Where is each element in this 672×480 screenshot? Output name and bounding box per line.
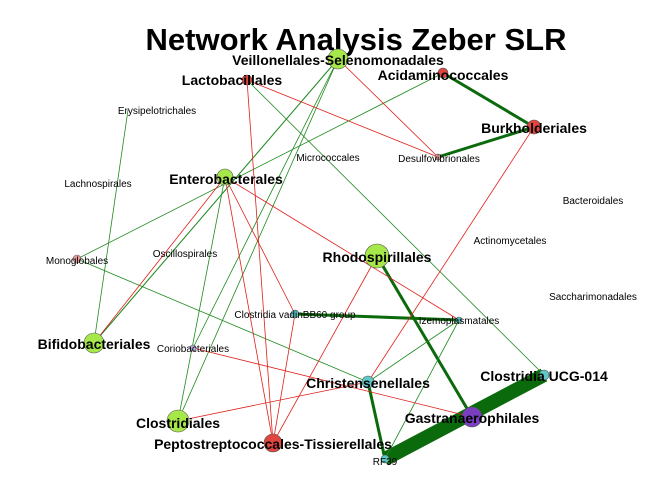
edge-lactobacillales-desulfovibrionales [246,79,439,158]
node-gastranaerophilales [461,406,483,428]
edge-clostridia_vadin-izemoplasmatales [294,312,460,322]
edge-christensenellales-burkholderiales [367,126,535,383]
graph-title: Network Analysis Zeber SLR [146,22,567,57]
edge-erysipelotrichales-bifidobacteriales [93,109,129,344]
edge-izemoplasmatales-rf39 [384,319,460,460]
node-label-lactobacillales: Lactobacillales [182,72,283,88]
node-izemoplasmatales [455,316,463,324]
edge-enterobacterales-clostridiales [177,176,226,422]
node-label-bifidobacteriales: Bifidobacteriales [38,336,151,352]
edge-clostridia_vadin-peptostreptococcales [272,313,296,444]
node-enterobacterales [216,168,234,186]
node-veillonellales [327,48,349,70]
edge-rhodospirillales-gastranaerophilales [375,255,474,418]
edge-lactobacillales-clostridia_ucg014 [246,79,545,376]
node-label-enterobacterales: Enterobacterales [169,171,283,187]
node-label-lachnospirales: Lachnospirales [64,179,131,190]
edge-enterobacterales-izemoplasmatales [224,176,460,321]
edge-veillonellales-clostridiales [177,58,339,422]
node-label-gastranaerophilales: Gastranaerophilales [405,410,540,426]
edge-enterobacterales-bifidobacteriales [93,176,226,344]
node-lactobacillales [241,74,253,86]
node-coriobacteriales [189,344,197,352]
node-bifidobacteriales [83,332,105,354]
node-label-veillonellales: Veillonellales-Selenomonadales [232,52,444,68]
node-rhodospirillales [364,243,390,269]
node-label-clostridia_ucg014: Clostridia UCG-014 [480,368,608,384]
node-label-rhodospirillales: Rhodospirillales [323,249,432,265]
edges-layer [76,58,548,466]
node-rf39 [380,454,390,464]
node-monoglobales [72,254,82,264]
edge-veillonellales-bifidobacteriales [93,58,339,344]
node-label-micrococcales: Micrococcales [296,153,359,164]
edge-acidaminococcales-monoglobales [76,72,444,260]
node-label-actinomycetales: Actinomycetales [474,236,547,247]
node-burkholderiales [526,119,542,135]
node-label-clostridiales: Clostridiales [136,415,220,431]
node-acidaminococcales [437,67,449,79]
node-label-bacteroidales: Bacteroidales [563,196,624,207]
edge-izemoplasmatales-christensenellales [367,319,460,383]
node-label-oscillospirales: Oscillospirales [153,249,217,260]
node-peptostreptococcales [263,433,283,453]
edge-monoglobales-christensenellales [76,258,369,383]
node-label-saccharimonadales: Saccharimonadales [549,292,637,303]
edge-veillonellales-coriobacteriales [192,58,339,349]
edge-enterobacterales-clostridia_vadin [224,176,296,315]
node-label-christensenellales: Christensenellales [306,375,430,391]
node-label-monoglobales: Monoglobales [46,256,108,267]
node-label-rf39: RF39 [373,457,398,468]
node-clostridia_ucg014 [538,369,550,381]
edge-christensenellales-rf39 [366,381,387,460]
node-label-acidaminococcales: Acidaminococcales [378,67,509,83]
node-label-desulfovibrionales: Desulfovibrionales [398,154,480,165]
node-christensenellales [361,375,375,389]
node-label-burkholderiales: Burkholderiales [481,120,587,136]
edge-coriobacteriales-gastranaerophilales [192,347,473,418]
node-label-coriobacteriales: Coriobacteriales [157,344,229,355]
labels-layer: Veillonellales-Selenomonadales Lactobacil… [38,52,637,468]
edge-rhodospirillales-peptostreptococcales [272,255,378,444]
node-label-clostridia_vadin: Clostridia vadinBB60 group [234,310,356,321]
node-label-erysipelotrichales: Erysipelotrichales [118,106,196,117]
node-label-peptostreptococcales: Peptostreptococcales-Tissierellales [154,436,392,452]
nodes-layer [72,48,550,464]
node-clostridia_vadin [290,309,300,319]
edge-veillonellales-desulfovibrionales [337,58,439,158]
node-desulfovibrionales [434,153,442,161]
edge-burkholderiales-desulfovibrionales [437,125,535,159]
edge-christensenellales-clostridiales [177,381,369,422]
node-label-izemoplasmatales: Izemoplasmatales [419,316,500,327]
edge-acidaminococcales-burkholderiales [442,71,535,129]
node-clostridiales [166,409,190,433]
edge-enterobacterales-peptostreptococcales [224,176,274,444]
edge-lactobacillales-peptostreptococcales [246,79,274,444]
